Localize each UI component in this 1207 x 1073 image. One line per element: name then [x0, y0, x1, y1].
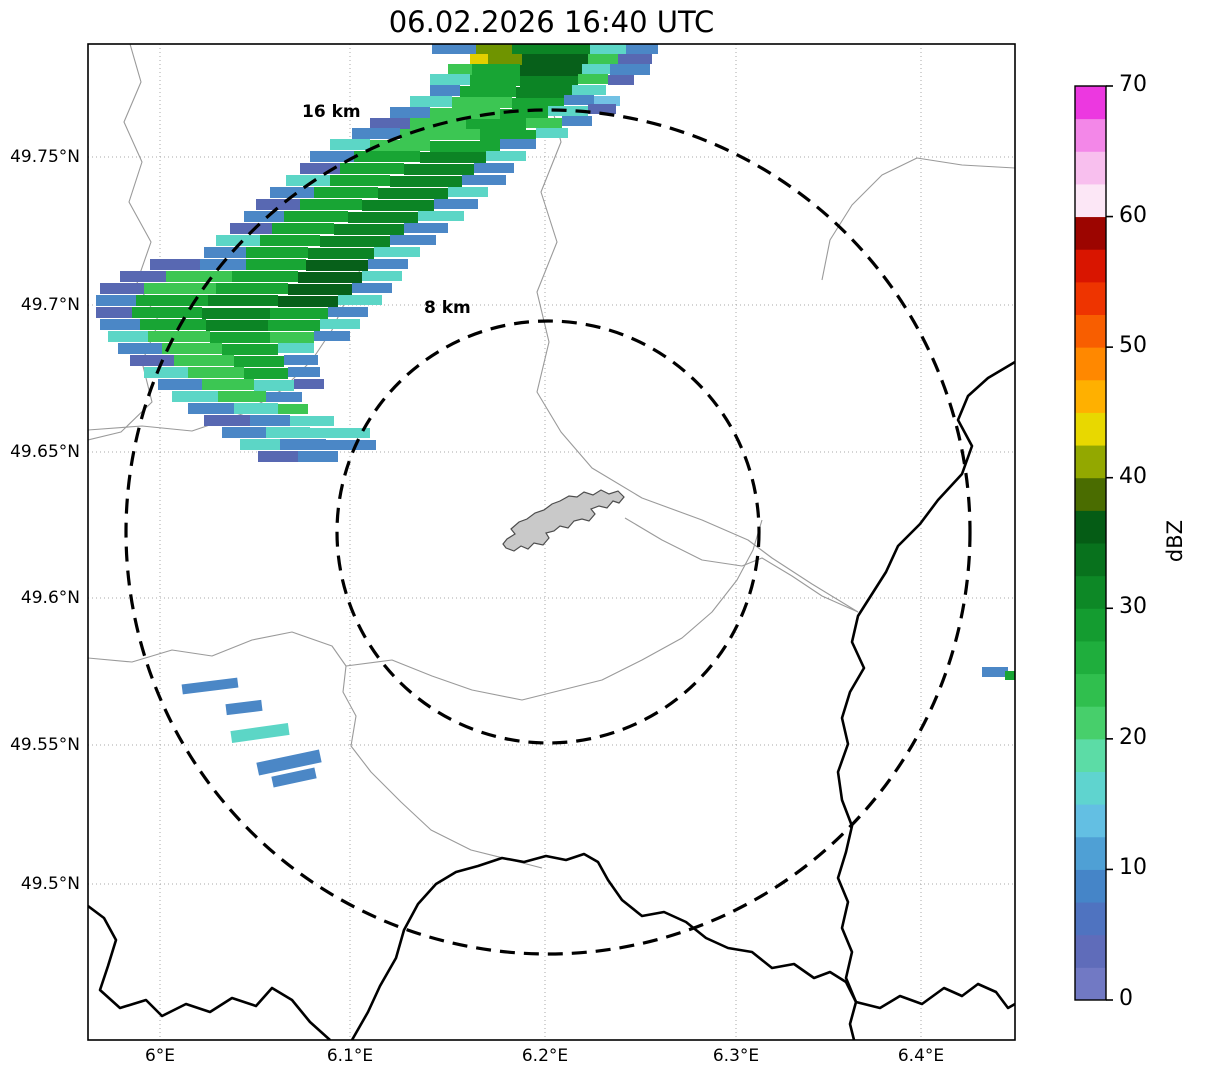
- y-tick-label: 49.75°N: [10, 147, 80, 167]
- plot-title: 06.02.2026 16:40 UTC: [388, 5, 715, 39]
- x-tick-label: 6.3°E: [712, 1046, 760, 1066]
- y-tick-label: 49.7°N: [20, 295, 80, 315]
- y-tick-label: 49.5°N: [20, 874, 80, 894]
- x-tick-label: 6.4°E: [897, 1046, 945, 1066]
- colorbar-tick-label: 20: [1119, 724, 1147, 750]
- range-ring-label-8km: 8 km: [424, 298, 471, 318]
- colorbar-tick-label: 70: [1119, 72, 1147, 97]
- colorbar-tick-label: 30: [1119, 594, 1147, 620]
- x-tick-label: 6.2°E: [521, 1046, 569, 1066]
- range-ring-label-16km: 16 km: [302, 102, 361, 122]
- x-tick-label: 6.1°E: [326, 1046, 374, 1066]
- colorbar-axis-label: dBZ: [1163, 519, 1188, 563]
- y-tick-label: 49.6°N: [20, 588, 80, 608]
- x-tick-label: 6°E: [144, 1046, 176, 1066]
- colorbar-tick-label: 60: [1119, 202, 1147, 228]
- y-tick-label: 49.65°N: [10, 442, 80, 462]
- colorbar-tick-label: 40: [1119, 463, 1147, 489]
- colorbar-tick-label: 0: [1119, 986, 1133, 1011]
- y-tick-label: 49.55°N: [10, 735, 80, 755]
- colorbar-tick-label: 10: [1119, 855, 1147, 881]
- colorbar-tick-label: 50: [1119, 333, 1147, 359]
